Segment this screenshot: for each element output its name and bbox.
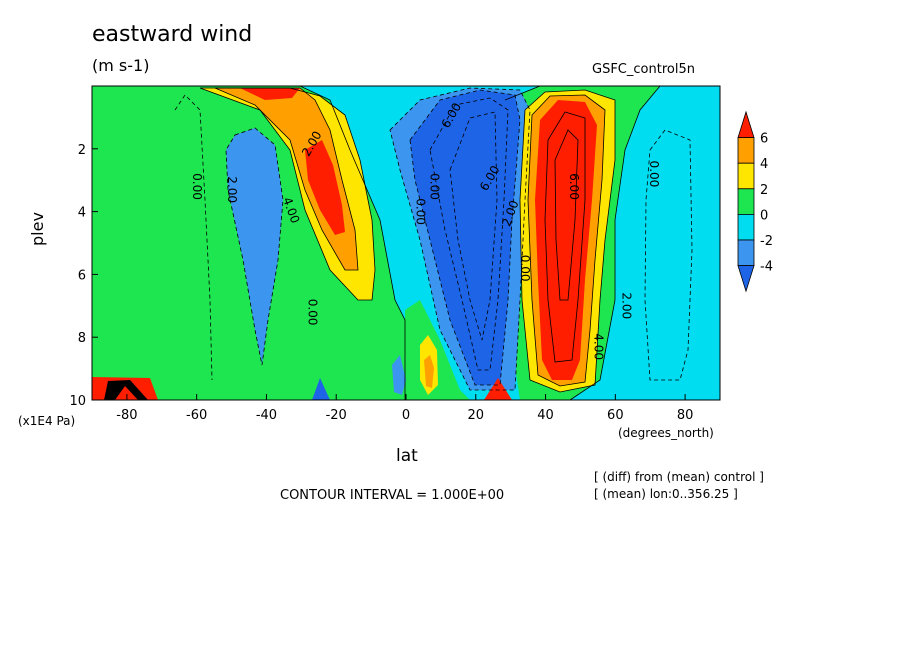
x-tick-label: -20 (326, 408, 347, 423)
y-tick-label: 6 (78, 268, 86, 283)
contour-label: 6.00 (567, 173, 581, 200)
contour-label: 2.00 (619, 292, 633, 319)
x-tick-label: 0 (402, 408, 410, 423)
colorbar-swatch (737, 188, 755, 215)
contour-label: 0.00 (190, 173, 204, 200)
y-axis-ticks: 2 4 6 8 10 (69, 143, 98, 409)
contour-label: 0.00 (647, 161, 661, 188)
colorbar-bottom-arrow (737, 265, 755, 293)
x-tick-label: 20 (468, 408, 485, 423)
mean-note: [ (mean) lon:0..356.25 ] (594, 487, 738, 501)
contour-label: 0.00 (427, 173, 441, 200)
x-tick-label: -40 (256, 408, 277, 423)
colorbar-tick-label: 2 (760, 183, 768, 198)
chart-units: (m s-1) (92, 56, 150, 75)
x-axis-units: (degrees_north) (618, 426, 714, 440)
colorbar-tick-label: -4 (760, 260, 773, 275)
colorbar-tick-label: -2 (760, 234, 773, 249)
y-tick-label: 4 (78, 206, 86, 221)
x-tick-label: -80 (116, 408, 137, 423)
colorbar-swatch (737, 239, 755, 267)
terrain-mask-south-pole (104, 380, 148, 400)
x-tick-label: -60 (186, 408, 207, 423)
y-tick-label: 2 (78, 143, 86, 158)
band-above6-north (535, 100, 597, 380)
chart-title: eastward wind (92, 22, 253, 47)
band-above6-south-top (240, 88, 300, 100)
contour-interval-note: CONTOUR INTERVAL = 1.000E+00 (280, 488, 505, 503)
x-tick-label: 40 (537, 408, 554, 423)
x-axis-ticks: -80 -60 -40 -20 0 20 40 60 80 (116, 394, 693, 423)
colorbar-tick-label: 0 (760, 208, 768, 223)
band-4-6-equator (424, 355, 434, 388)
contour-label: 0.00 (305, 299, 319, 326)
band-below-neg4-south-mountain (312, 378, 330, 400)
y-tick-label: 8 (78, 331, 86, 346)
x-axis-label: lat (396, 446, 418, 466)
y-tick-label: 10 (69, 394, 86, 409)
contour-label: 4.00 (591, 333, 605, 360)
colorbar: 6 4 2 0 -2 -4 (737, 110, 773, 293)
y-axis-scale-note: (x1E4 Pa) (18, 414, 76, 428)
band-neg4-neg2-equator (392, 355, 406, 395)
colorbar-top-arrow (737, 110, 755, 139)
x-tick-label: 80 (677, 408, 694, 423)
dataset-name: GSFC_control5n (592, 62, 695, 77)
colorbar-swatch (737, 137, 755, 164)
contour-label: 0.00 (413, 198, 427, 225)
colorbar-tick-label: 6 (760, 132, 768, 147)
band-neg4-neg2-south (226, 128, 283, 365)
contour-label: 2.00 (225, 176, 239, 203)
band-4-6-south (215, 88, 358, 270)
band-below-neg4-tropics (410, 90, 520, 385)
colorbar-swatch (737, 162, 755, 190)
band-above6-south-core (305, 140, 345, 235)
colorbar-swatch (737, 213, 755, 241)
contour-lines (199, 85, 661, 401)
band-above6-north-mountain (484, 378, 512, 400)
colorbar-tick-label: 4 (760, 157, 768, 172)
x-tick-label: 60 (607, 408, 624, 423)
contour-lines-dashed (174, 87, 693, 391)
plot-area (91, 85, 721, 401)
diff-note: [ (diff) from (mean) control ] (594, 470, 764, 484)
contour-label: 0.00 (518, 255, 532, 282)
